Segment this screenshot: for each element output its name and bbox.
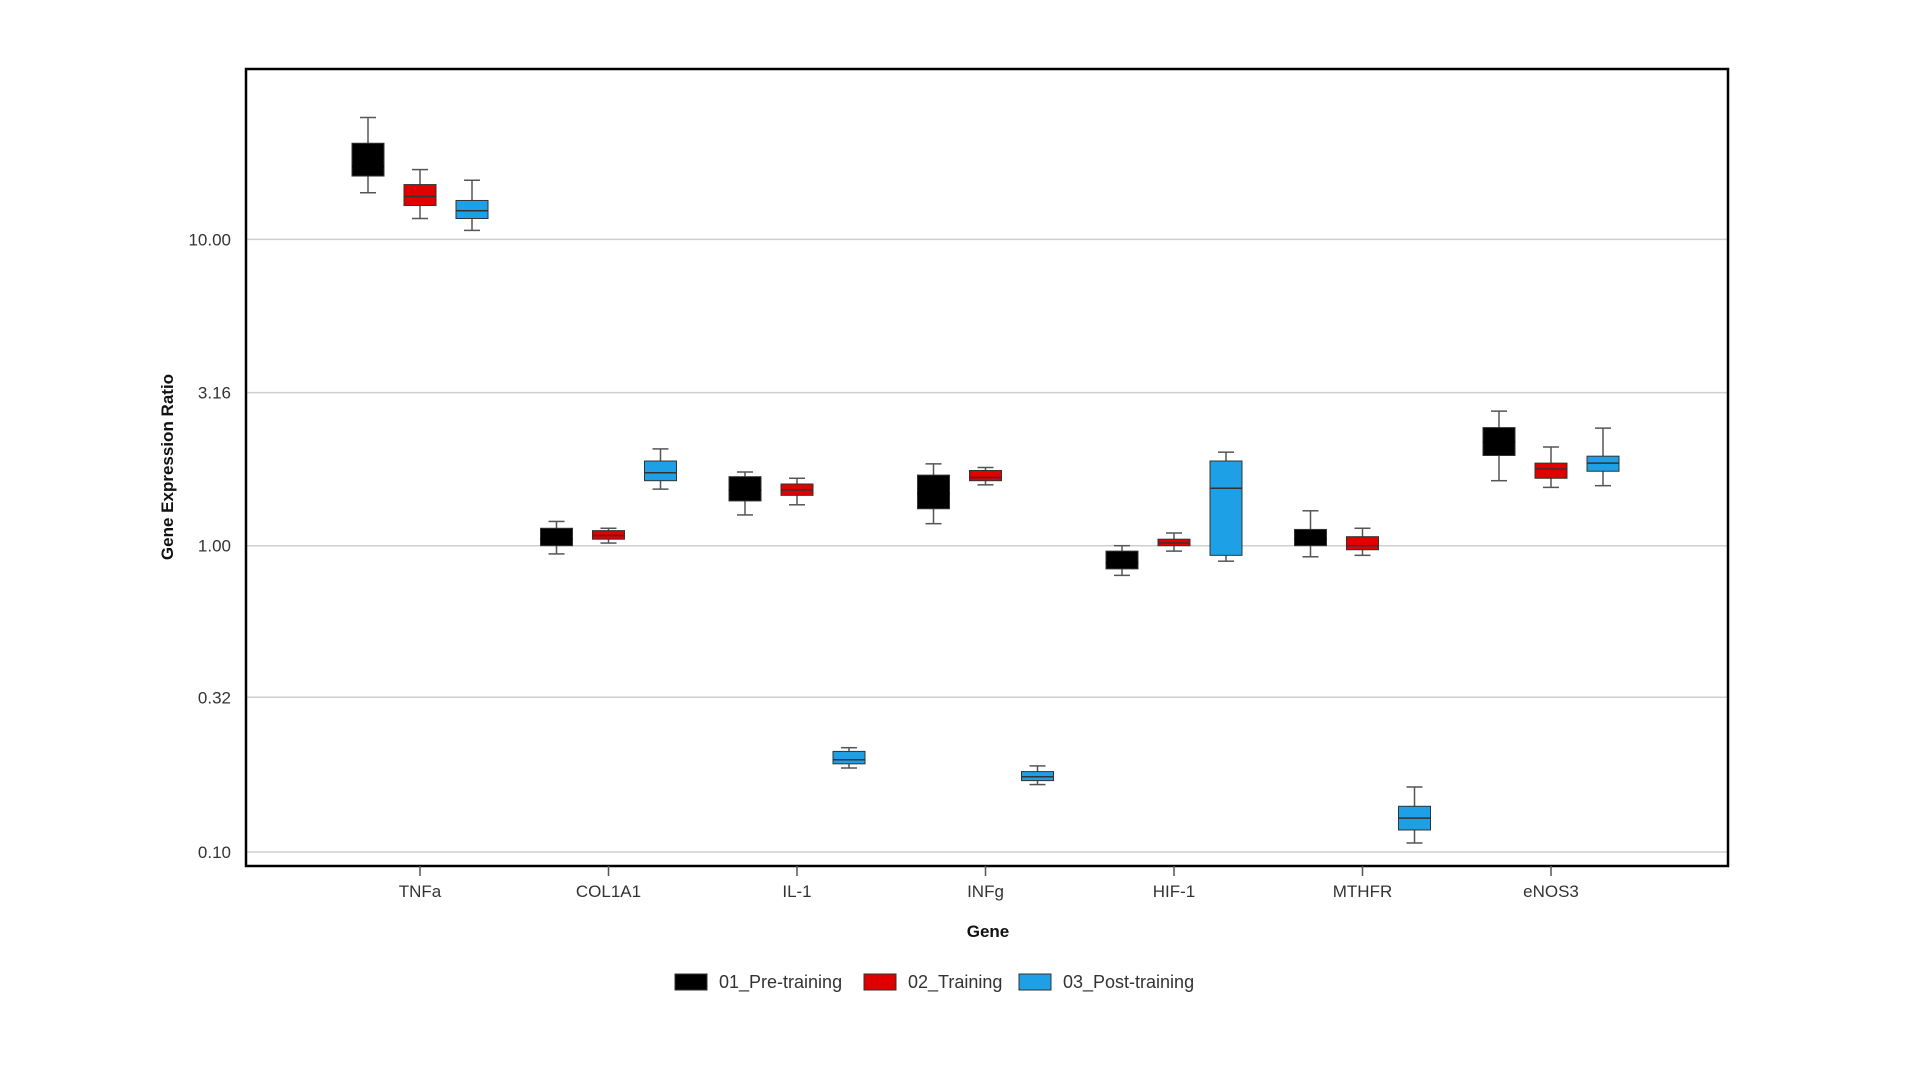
box-IL-1-02_Training [780, 477, 814, 506]
iqr-box [351, 142, 385, 177]
box-series [351, 116, 1620, 844]
x-tick-label: COL1A1 [576, 882, 641, 901]
y-tick-label: 3.16 [198, 384, 231, 403]
iqr-box [1534, 462, 1568, 479]
y-tick-label: 1.00 [198, 537, 231, 556]
box-INFg-03_Post-training [1021, 765, 1054, 786]
iqr-box [455, 199, 489, 220]
box-COL1A1-01_Pre-training [540, 520, 573, 555]
x-tick-label: HIF-1 [1153, 882, 1196, 901]
box-MTHFR-01_Pre-training [1294, 510, 1327, 558]
gridlines [246, 238, 1728, 853]
box-COL1A1-03_Post-training [644, 448, 677, 490]
iqr-box [832, 750, 866, 765]
x-axis-ticks: TNFa COL1A1 IL-1 INFg HIF-1 MTHFR eNOS3 [399, 866, 1579, 901]
iqr-box [540, 527, 573, 547]
legend-swatch [1018, 973, 1052, 991]
box-TNFa-02_Training [403, 168, 437, 220]
box-IL-1-01_Pre-training [728, 471, 762, 516]
y-tick-label: 10.00 [188, 230, 231, 249]
x-tick-label: MTHFR [1333, 882, 1392, 901]
legend: 01_Pre-training 02_Training 03_Post-traini… [674, 972, 1194, 993]
box-INFg-01_Pre-training [917, 463, 950, 525]
iqr-box [1105, 550, 1139, 570]
iqr-box [1209, 460, 1243, 556]
x-tick-label: IL-1 [782, 882, 811, 901]
y-axis-ticks: 0.10 0.32 1.00 3.16 10.00 [188, 230, 231, 862]
legend-label: 02_Training [908, 972, 1002, 993]
iqr-box [969, 469, 1002, 482]
iqr-box [728, 476, 762, 502]
box-MTHFR-02_Training [1346, 527, 1379, 557]
box-HIF-1-03_Post-training [1209, 451, 1243, 562]
box-TNFa-03_Post-training [455, 179, 489, 232]
box-eNOS3-02_Training [1534, 446, 1568, 489]
legend-swatch [863, 973, 897, 991]
legend-swatch [674, 973, 708, 991]
legend-label: 01_Pre-training [719, 972, 842, 993]
iqr-box [403, 184, 437, 207]
box-MTHFR-03_Post-training [1398, 786, 1431, 844]
iqr-box [1346, 536, 1379, 551]
box-IL-1-03_Post-training [832, 746, 866, 769]
y-axis-title: Gene Expression Ratio [158, 374, 177, 560]
legend-label: 03_Post-training [1063, 972, 1194, 993]
x-axis-title: Gene [967, 922, 1010, 941]
x-tick-label: eNOS3 [1523, 882, 1579, 901]
box-HIF-1-02_Training [1157, 532, 1191, 552]
box-TNFa-01_Pre-training [351, 116, 385, 194]
plot-frame [244, 67, 1730, 868]
iqr-box [917, 474, 950, 510]
x-tick-label: INFg [967, 882, 1004, 901]
y-tick-label: 0.10 [198, 843, 231, 862]
box-COL1A1-02_Training [592, 527, 625, 544]
box-HIF-1-01_Pre-training [1105, 544, 1139, 577]
y-tick-label: 0.32 [198, 688, 231, 707]
iqr-box [1294, 528, 1327, 547]
x-tick-label: TNFa [399, 882, 442, 901]
box-eNOS3-03_Post-training [1586, 427, 1620, 487]
box-INFg-02_Training [969, 466, 1002, 486]
iqr-box [644, 460, 677, 482]
box-eNOS3-01_Pre-training [1482, 410, 1516, 482]
